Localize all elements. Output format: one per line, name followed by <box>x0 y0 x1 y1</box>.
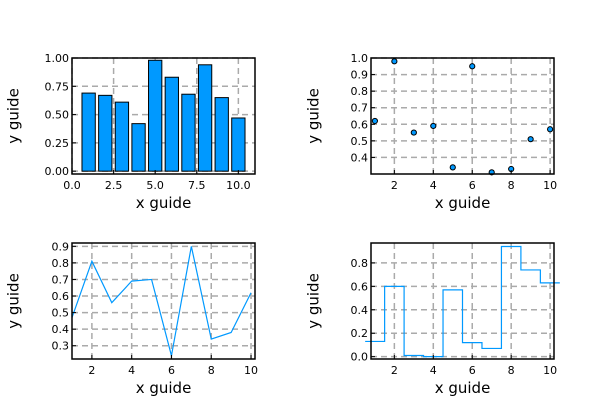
x-tick-label: 2 <box>391 179 398 192</box>
y-tick-label: 0.6 <box>351 280 369 293</box>
series <box>81 59 246 172</box>
scatter-point <box>527 136 534 143</box>
y-tick-label: 0.6 <box>52 290 70 303</box>
y-tick-label: 0.8 <box>52 257 70 270</box>
plot-frame <box>71 242 256 360</box>
x-tick-label: 2 <box>88 364 95 377</box>
plot-frame <box>71 57 256 175</box>
series-line <box>71 246 252 356</box>
y-tick-label: 0.4 <box>52 323 70 336</box>
bar <box>131 123 146 172</box>
y-axis-label: y guide <box>4 88 22 144</box>
x-tick-label: 2 <box>391 364 398 377</box>
y-axis-label: y guide <box>304 88 322 144</box>
scatter-point <box>449 164 456 171</box>
y-tick-label: 0.4 <box>351 151 369 164</box>
series <box>71 246 252 356</box>
plot-frame <box>370 57 555 175</box>
x-tick-label: 4 <box>128 364 135 377</box>
series <box>365 245 560 358</box>
x-tick-label: 4 <box>430 179 437 192</box>
y-tick-label: 1.00 <box>45 52 70 65</box>
grid-lines <box>72 243 255 359</box>
bar <box>214 97 229 172</box>
y-axis-label: y guide <box>4 273 22 329</box>
y-tick-label: 0.50 <box>45 109 70 122</box>
subplot-3: 2 4 6 8 10 0.3 0.4 0.5 0.6 0.7 0.8 0.9 x guide y guid… <box>4 240 258 397</box>
x-axis-label: x guide <box>435 194 491 212</box>
scatter-point <box>430 122 437 130</box>
y-tick-label: 0.75 <box>45 80 70 93</box>
bar <box>81 92 96 172</box>
y-tick-label: 0.9 <box>351 69 369 82</box>
x-axis-label: x guide <box>136 379 192 397</box>
y-tick-label: 0.9 <box>52 240 70 253</box>
x-tick-label: 10.0 <box>226 179 251 192</box>
scatter-point <box>547 126 554 133</box>
x-tick-label: 10 <box>244 364 258 377</box>
plot-frame <box>370 242 555 360</box>
x-tick-label: 5.0 <box>146 179 164 192</box>
bar <box>181 93 196 172</box>
grid-lines <box>371 57 554 174</box>
x-tick-label: 8 <box>208 364 215 377</box>
y-tick-label: 0.4 <box>351 304 369 317</box>
bar <box>164 76 179 172</box>
x-tick-label: 10 <box>543 179 557 192</box>
step-line <box>365 245 560 358</box>
y-tick-label: 0.8 <box>351 85 369 98</box>
x-tick-label: 7.5 <box>188 179 206 192</box>
y-tick-label: 0.00 <box>45 165 70 178</box>
y-axis-label: y guide <box>304 273 322 329</box>
bar <box>114 101 130 172</box>
y-tick-label: 0.7 <box>52 273 70 286</box>
y-tick-label: 0.25 <box>45 137 70 150</box>
y-tick-label: 1.0 <box>351 52 369 65</box>
x-tick-label: 4 <box>430 364 437 377</box>
subplot-2: 2 4 6 8 10 0.4 0.5 0.6 0.7 0.8 0.9 1.0 x guide y guid… <box>304 52 557 212</box>
scatter-point <box>391 58 398 65</box>
y-tick-label: 0.3 <box>52 340 70 353</box>
x-tick-label: 8 <box>508 179 515 192</box>
x-tick-label: 8 <box>508 364 515 377</box>
y-tick-label: 0.6 <box>351 118 369 131</box>
x-tick-label: 10 <box>543 364 557 377</box>
y-tick-label: 0.2 <box>351 327 369 340</box>
y-tick-label: 0.0 <box>351 351 369 364</box>
bar <box>148 59 163 172</box>
subplot-1: 0.0 2.5 5.0 7.5 10.0 0.00 0.25 0.50 0.75 1.00 x gu… <box>4 52 256 212</box>
x-axis-label: x guide <box>435 379 491 397</box>
bar <box>231 117 246 172</box>
x-tick-label: 6 <box>168 364 175 377</box>
x-tick-label: 2.5 <box>105 179 123 192</box>
scatter-point <box>410 129 417 136</box>
bar <box>98 94 113 172</box>
x-tick-label: 6 <box>469 364 476 377</box>
x-tick-label: 6 <box>469 179 476 192</box>
subplot-4: 2 4 6 8 10 0.0 0.2 0.4 0.6 0.8 x guide y guide <box>304 242 560 397</box>
scatter-point <box>469 63 476 70</box>
scatter-point <box>371 117 378 125</box>
y-tick-label: 0.7 <box>351 102 369 115</box>
y-tick-label: 0.5 <box>52 307 70 320</box>
x-axis-label: x guide <box>136 194 192 212</box>
bar <box>197 64 213 172</box>
y-tick-label: 0.8 <box>351 257 369 270</box>
y-tick-label: 0.5 <box>351 135 369 148</box>
x-tick-label: 0.0 <box>63 179 81 192</box>
